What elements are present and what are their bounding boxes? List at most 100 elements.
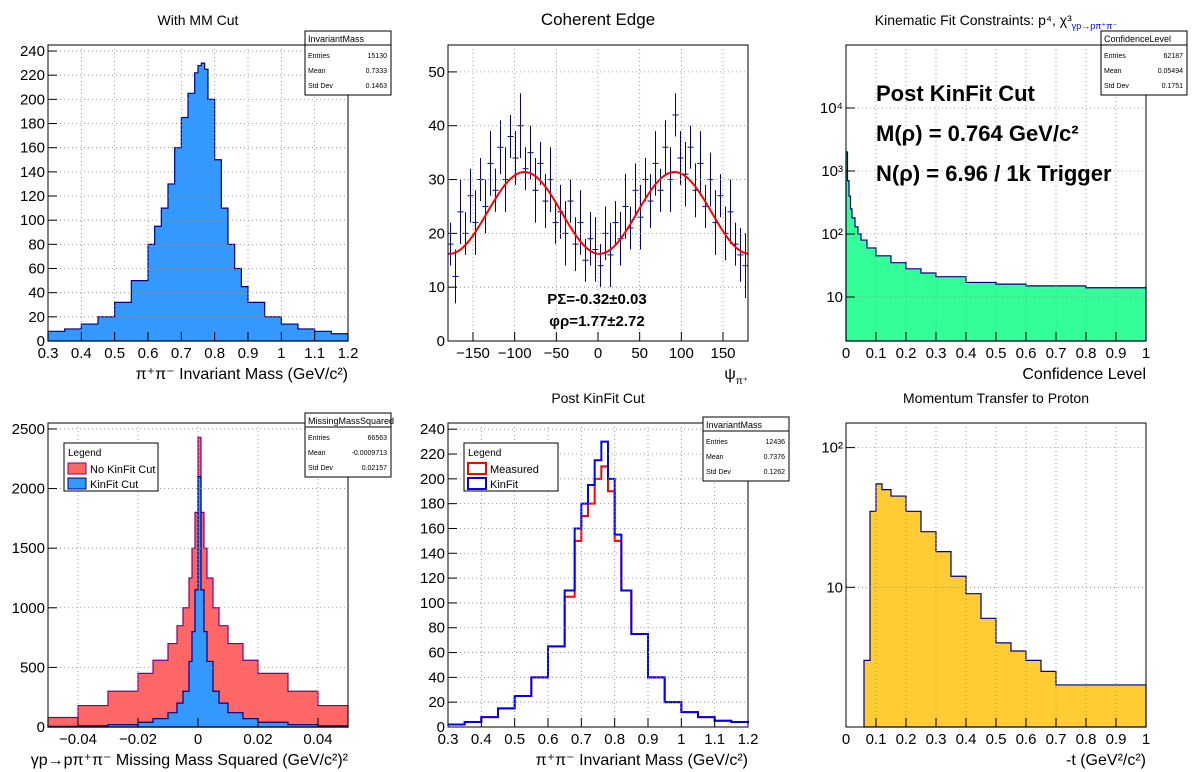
legend-swatch [67,477,87,490]
x-tick-label: 0.9 [238,345,259,362]
legend: Legend No KinFit Cut KinFit Cut [63,442,159,492]
stats-box-frame [1100,30,1188,96]
y-tick-label: 20 [28,309,45,326]
x-tick-label: 1.2 [738,731,759,748]
stats-label: Mean [308,450,326,457]
x-tick-label: 0.6 [1016,731,1037,748]
x-tick-label: 0.8 [1076,345,1097,362]
x-tick-label: 0.5 [986,731,1007,748]
x-tick-label: 0.6 [1016,345,1037,362]
x-axis-label-sub: π⁺ [736,376,748,387]
stats-label: Std Dev [308,465,333,472]
y-tick-label: 60 [428,645,445,662]
stats-box: InvariantMass Entries 15130 Mean 0.7333 Std D… [304,30,392,96]
y-tick-label: 40 [428,669,445,686]
x-tick-label: 1.1 [304,345,325,362]
chart-p4: −0.04 −0.02 0 0.02 0.04 0 500 1000 1500 2000 2500 γ… [12,412,394,769]
plot-frame [447,422,749,728]
y-tick-label: 100 [420,595,445,612]
histogram-line [448,440,749,726]
x-tick-label: 0.4 [71,345,92,362]
legend-swatch [67,462,87,475]
y-tick-label: 10² [821,440,843,457]
x-tick-label: 1.2 [338,345,359,362]
stats-box-frame [304,412,392,478]
x-tick-label: −0.04 [59,731,97,748]
stats-label: Std Dev [308,83,333,90]
y-tick-label: 100 [20,212,45,229]
stats-box: InvariantMass Entries 12436 Mean 0.7376 Std D… [702,416,790,482]
stats-value: 0.1463 [366,83,388,90]
x-tick-label: −0.02 [119,731,157,748]
y-tick-label: 1500 [12,540,45,557]
legend-entry: KinFit [490,479,518,491]
y-tick-label: 240 [20,43,45,60]
x-tick-label: 0 [594,345,602,362]
y-tick-label: 50 [428,64,445,81]
stats-box-name: InvariantMass [308,34,365,44]
x-tick-label: 1 [1142,731,1150,748]
stats-value: 12436 [766,439,786,446]
fit-annotation: φρ=1.77±2.72 [549,313,644,330]
stats-value: 66563 [368,435,388,442]
y-tick-label: 80 [28,236,45,253]
x-tick-label: 0.4 [956,731,977,748]
stats-label: Mean [308,68,326,75]
x-tick-label: 150 [710,345,735,362]
x-tick-label: 0.7 [1046,731,1067,748]
legend: Legend Measured KinFit [463,442,559,492]
legend-title: Legend [468,448,501,459]
y-tick-label: 120 [20,188,45,205]
x-tick-label: 0.1 [866,731,887,748]
y-tick-label: 2000 [12,481,45,498]
y-tick-label: 0 [37,333,45,350]
x-axis-label: π⁺π⁻ Invariant Mass (GeV/c²) [536,752,748,769]
y-tick-label: 10 [826,579,843,596]
histogram-fill [47,476,349,728]
y-tick-label: 140 [420,545,445,562]
y-tick-label: 220 [20,67,45,84]
histogram-fill [863,483,1147,728]
x-tick-label: 1 [1142,345,1150,362]
x-tick-label: 50 [631,345,648,362]
stats-value: 0.05494 [1158,68,1183,75]
x-tick-label: 0.3 [926,345,947,362]
legend-title: Legend [68,448,101,459]
x-axis-label: Confidence Level [1022,366,1146,383]
x-tick-label: 0.8 [1076,731,1097,748]
y-tick-label: 160 [20,140,45,157]
x-axis-label: π⁺π⁻ Invariant Mass (GeV/c²) [136,366,348,383]
stats-label: Mean [706,454,724,461]
x-tick-label: 0 [194,731,202,748]
chart-title: Coherent Edge [541,10,655,29]
stats-label: Entries [308,53,330,60]
stats-value: -0.0009713 [352,450,388,457]
x-tick-label: 0.9 [638,731,659,748]
x-axis-label: γp→pπ⁺π⁻ Missing Mass Squared (GeV/c²)² [31,752,349,769]
y-tick-label: 10³ [821,163,843,180]
kinfit-annotation: N(ρ) = 6.96 / 1k Trigger [876,161,1112,186]
stats-label: Entries [1104,53,1126,60]
x-tick-label: −100 [498,345,532,362]
x-tick-label: 0 [842,731,850,748]
x-tick-label: 0.3 [926,731,947,748]
x-tick-label: 0.9 [1106,731,1127,748]
histogram-fill [47,62,349,342]
chart-p2: −150 −100 −50 0 50 100 150 0 10 20 30 40 50 Coherent … [428,10,749,387]
chart-title-sub: γp→pπ⁺π⁻ [1072,21,1118,31]
y-tick-label: 0 [37,719,45,736]
x-tick-label: 0.2 [896,345,917,362]
fit-annotation: PΣ=-0.32±0.03 [547,291,646,308]
chart-title: Kinematic Fit Constraints: p⁴, χ³γp→pπ⁺π… [875,12,1118,31]
x-tick-label: 0.4 [471,731,492,748]
stats-value: 0.7376 [764,454,786,461]
stats-label: Std Dev [706,469,731,476]
y-tick-label: 10 [826,289,843,306]
stats-value: 0.02157 [362,465,387,472]
y-tick-label: 220 [420,446,445,463]
stats-box-name: ConfidenceLevel [1104,34,1171,44]
legend-swatch [467,462,487,475]
stats-value: 15130 [368,53,388,60]
y-tick-label: 120 [420,570,445,587]
y-tick-label: 80 [428,620,445,637]
